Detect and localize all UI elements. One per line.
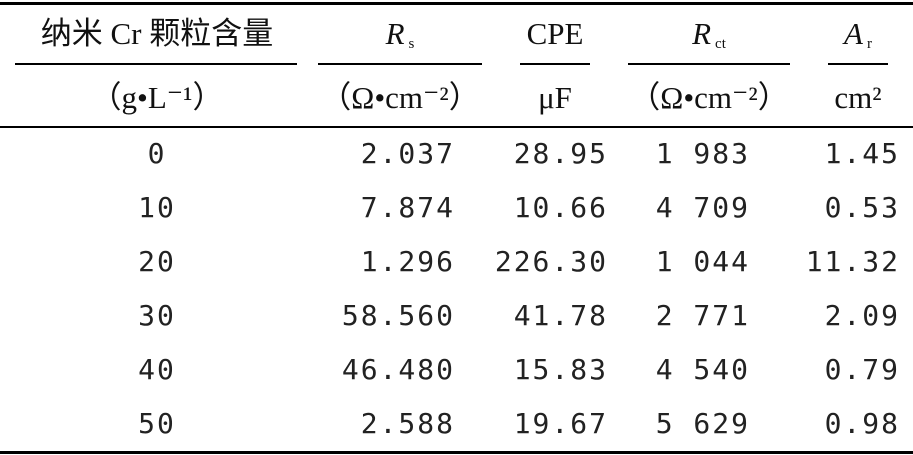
table-cell: 2.09	[824, 299, 900, 332]
table-cell: 2.588	[360, 407, 455, 440]
table-cell: 20	[138, 245, 176, 278]
table-cell: 30	[138, 299, 176, 332]
header-label: 纳米 Cr 颗粒含量	[40, 16, 274, 51]
table-cell: 0.53	[824, 191, 900, 224]
table-cell: 15.83	[513, 353, 608, 386]
header-rule	[628, 63, 790, 65]
table-cell: 0	[147, 137, 167, 170]
table-cell: 11.32	[805, 245, 900, 278]
table-cell: 10.66	[513, 191, 608, 224]
table-cell: 19.67	[513, 407, 608, 440]
table-cell: 40	[138, 353, 176, 386]
column-unit: （Ω•cm⁻²）	[629, 80, 789, 115]
table-cell: 1.296	[360, 245, 455, 278]
table-cell: 58.560	[341, 299, 455, 332]
header-subscript: s	[408, 36, 415, 52]
column-header: CPE	[355, 18, 755, 49]
top-rule	[0, 2, 913, 5]
table-cell: 1 983	[655, 137, 750, 170]
header-subscript: ct	[715, 36, 726, 52]
header-symbol: R	[692, 16, 712, 51]
bottom-rule	[0, 451, 913, 454]
table-cell: 1.45	[824, 137, 900, 170]
header-rule	[828, 63, 888, 65]
table-cell: 5 629	[655, 407, 750, 440]
table-cell: 7.874	[360, 191, 455, 224]
header-label: CPE	[526, 16, 584, 51]
table-cell: 4 540	[655, 353, 750, 386]
header-rule	[318, 63, 482, 65]
table-cell: 4 709	[655, 191, 750, 224]
header-rule	[15, 63, 297, 65]
table-cell: 28.95	[513, 137, 608, 170]
column-unit: cm²	[834, 80, 882, 115]
table-cell: 10	[138, 191, 176, 224]
table-cell: 46.480	[341, 353, 455, 386]
column-header: 纳米 Cr 颗粒含量	[0, 18, 357, 49]
mid-rule	[0, 126, 913, 128]
column-unit: （Ω•cm⁻²）	[320, 80, 480, 115]
header-symbol: A	[844, 16, 863, 51]
table-cell: 41.78	[513, 299, 608, 332]
table-cell: 2 771	[655, 299, 750, 332]
header-rule	[520, 63, 590, 65]
table-cell: 50	[138, 407, 176, 440]
table-cell: 0.98	[824, 407, 900, 440]
column-unit: μF	[538, 80, 572, 115]
column-unit: （g•L⁻¹）	[90, 80, 224, 115]
table-cell: 226.30	[494, 245, 608, 278]
table-cell: 0.79	[824, 353, 900, 386]
table-cell: 1 044	[655, 245, 750, 278]
header-symbol: R	[385, 16, 405, 51]
header-subscript: r	[866, 36, 872, 52]
table-cell: 2.037	[360, 137, 455, 170]
